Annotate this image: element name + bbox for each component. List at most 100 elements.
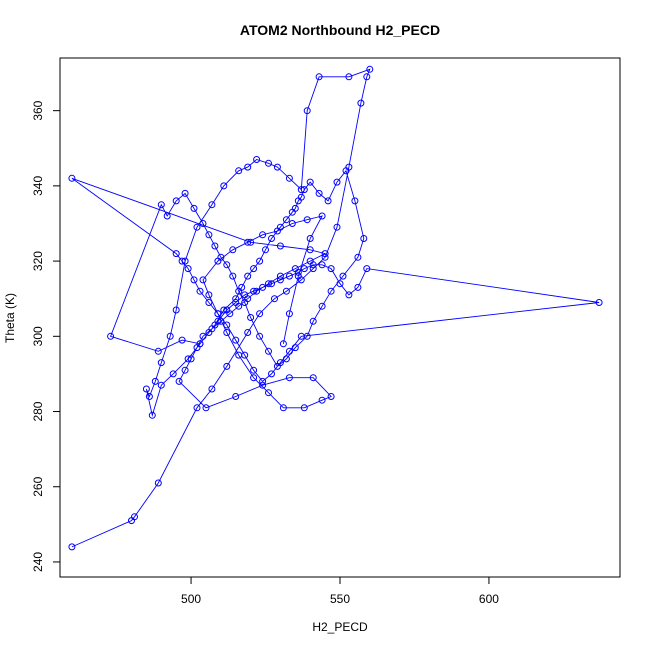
data-point	[327, 287, 335, 295]
data-point	[294, 272, 302, 280]
data-point	[354, 283, 362, 291]
data-point	[276, 242, 284, 250]
data-point	[306, 246, 314, 254]
data-point	[300, 186, 308, 194]
data-point	[247, 314, 255, 321]
y-tick-label: 240	[31, 552, 45, 572]
data-point	[244, 329, 252, 336]
data-point	[309, 317, 317, 325]
data-point	[205, 299, 213, 306]
data-point	[172, 197, 180, 205]
data-point	[214, 310, 222, 318]
data-point	[166, 332, 174, 340]
data-point	[268, 280, 275, 288]
data-point	[265, 280, 272, 288]
data-point	[306, 235, 314, 242]
data-point	[327, 393, 335, 400]
data-point	[342, 167, 350, 175]
data-point	[318, 302, 326, 310]
data-point	[232, 393, 240, 400]
data-point	[223, 362, 231, 370]
data-point	[235, 167, 243, 175]
y-tick-label: 280	[31, 401, 45, 421]
data-point	[181, 366, 189, 374]
data-point	[271, 295, 278, 303]
data-point	[220, 182, 228, 190]
data-point	[321, 253, 329, 261]
data-point	[220, 306, 228, 314]
data-point	[276, 276, 284, 284]
data-point	[318, 212, 326, 220]
data-point	[229, 246, 237, 254]
data-point	[300, 404, 308, 412]
data-point	[306, 178, 314, 186]
data-point	[184, 265, 192, 273]
data-point	[318, 261, 326, 269]
data-point	[181, 257, 189, 265]
data-point	[354, 253, 362, 261]
data-point	[306, 257, 314, 265]
data-point	[154, 347, 162, 355]
data-point	[250, 374, 258, 382]
data-point	[339, 272, 347, 280]
data-point	[157, 201, 165, 209]
data-point	[208, 325, 216, 333]
data-point	[282, 355, 290, 363]
data-point	[199, 276, 207, 284]
data-point	[148, 411, 156, 419]
data-point	[256, 310, 264, 318]
data-point	[303, 107, 311, 115]
data-point	[187, 355, 195, 363]
data-point	[276, 272, 284, 280]
data-point	[268, 370, 275, 378]
data-point	[259, 381, 267, 389]
data-point	[223, 329, 231, 336]
y-axis-label: Theta (K)	[3, 293, 17, 343]
data-point	[265, 347, 272, 355]
data-point	[357, 99, 365, 107]
data-point	[193, 344, 201, 352]
x-tick-label: 600	[479, 592, 499, 606]
data-point	[309, 374, 317, 382]
data-point	[235, 351, 243, 359]
data-point	[199, 220, 207, 227]
data-point	[297, 186, 305, 194]
data-point	[297, 193, 305, 201]
data-point	[291, 344, 299, 352]
data-point	[288, 220, 296, 227]
data-point	[175, 377, 183, 385]
y-tick-label: 300	[31, 326, 45, 346]
data-point	[315, 189, 323, 197]
data-point	[279, 340, 287, 348]
data-point	[250, 366, 258, 374]
data-point	[285, 347, 293, 355]
y-tick-label: 260	[31, 476, 45, 496]
data-point	[291, 204, 299, 212]
data-point	[181, 189, 189, 197]
data-point	[256, 257, 264, 265]
data-point	[217, 317, 225, 325]
y-axis: 240 260 280 300 320 340 360	[31, 100, 61, 572]
data-point	[285, 374, 293, 382]
data-point	[163, 212, 171, 220]
data-point	[285, 174, 293, 182]
data-point	[351, 197, 359, 205]
chart-title: ATOM2 Northbound H2_PECD	[240, 22, 440, 38]
data-point	[223, 321, 231, 329]
data-point	[172, 250, 180, 258]
data-point	[235, 302, 243, 310]
data-point	[68, 543, 76, 551]
data-point	[250, 265, 258, 273]
data-point	[193, 404, 201, 412]
data-point	[324, 197, 332, 205]
data-point	[291, 265, 299, 273]
data-point	[253, 287, 261, 295]
data-point	[107, 332, 115, 340]
data-point	[190, 276, 198, 284]
data-point	[253, 156, 261, 163]
data-point	[285, 310, 293, 318]
data-point	[205, 231, 213, 239]
data-point	[208, 385, 216, 393]
data-point	[265, 389, 272, 397]
